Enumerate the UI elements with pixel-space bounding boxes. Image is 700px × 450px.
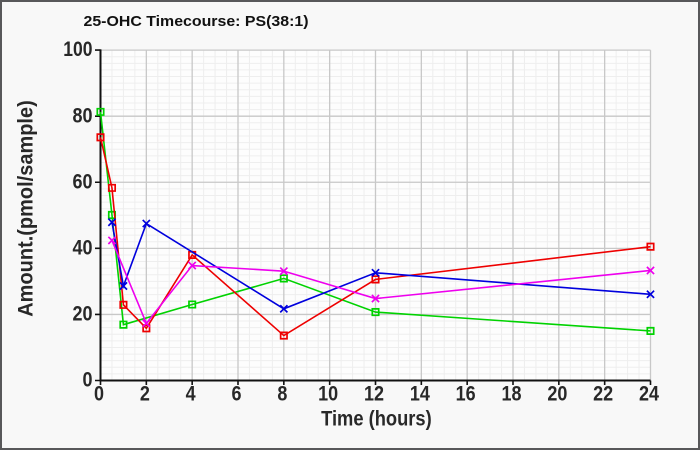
svg-text:24: 24 [639, 383, 659, 406]
svg-text:2: 2 [140, 383, 150, 406]
svg-text:0: 0 [83, 369, 93, 392]
svg-text:6: 6 [232, 383, 242, 406]
svg-text:16: 16 [456, 383, 476, 406]
svg-text:0: 0 [94, 383, 104, 406]
svg-text:80: 80 [73, 104, 93, 127]
svg-text:Amount.(pmol/sample): Amount.(pmol/sample) [15, 100, 38, 317]
svg-text:4: 4 [186, 383, 196, 406]
svg-text:40: 40 [73, 236, 93, 259]
svg-text:14: 14 [410, 383, 430, 406]
svg-text:20: 20 [73, 303, 93, 326]
svg-text:22: 22 [593, 383, 613, 406]
svg-text:20: 20 [547, 383, 567, 406]
svg-text:10: 10 [318, 383, 338, 406]
svg-text:12: 12 [364, 383, 384, 406]
svg-text:8: 8 [277, 383, 287, 406]
svg-text:18: 18 [502, 383, 522, 406]
svg-text:25-OHC Timecourse: PS(38:1): 25-OHC Timecourse: PS(38:1) [84, 13, 309, 30]
svg-text:100: 100 [63, 38, 92, 61]
svg-text:Time (hours): Time (hours) [321, 407, 432, 430]
svg-text:60: 60 [73, 170, 93, 193]
